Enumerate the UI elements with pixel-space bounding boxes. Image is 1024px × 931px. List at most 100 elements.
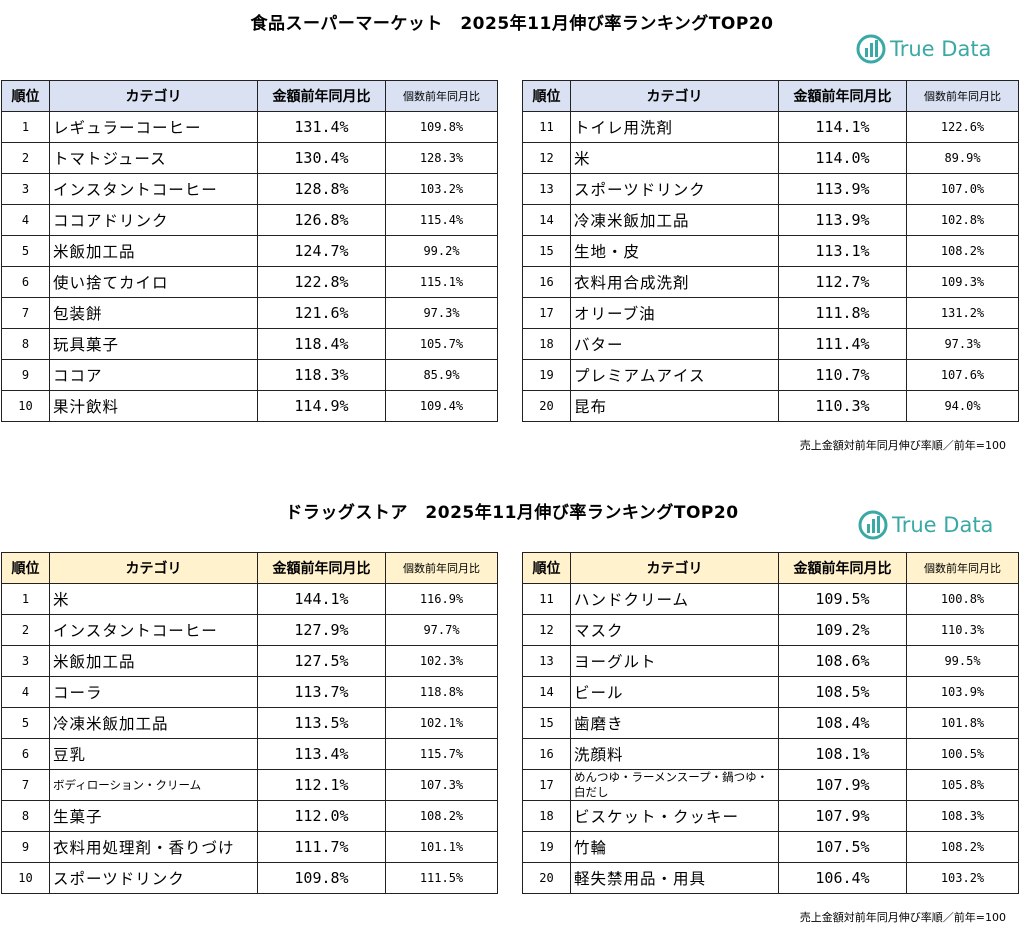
- category-cell: ココアドリンク: [49, 204, 258, 236]
- rank-cell: 12: [522, 142, 571, 174]
- table-row: 8 玩具菓子 118.4% 105.7%: [1, 328, 498, 360]
- table-row: 11 トイレ用洗剤 114.1% 122.6%: [522, 111, 1019, 143]
- count-cell: 99.5%: [906, 645, 1019, 677]
- table-row: 3 インスタントコーヒー 128.8% 103.2%: [1, 173, 498, 205]
- supermarket-note: 売上金額対前年同月伸び率順／前年=100: [799, 439, 1006, 452]
- amount-cell: 107.5%: [778, 831, 907, 863]
- table-row: 9 ココア 118.3% 85.9%: [1, 359, 498, 391]
- drugstore-note: 売上金額対前年同月伸び率順／前年=100: [799, 911, 1006, 924]
- amount-cell: 106.4%: [778, 862, 907, 894]
- category-cell: プレミアムアイス: [570, 359, 779, 391]
- count-cell: 118.8%: [385, 676, 498, 708]
- category-cell: 米: [570, 142, 779, 174]
- table-row: 13 スポーツドリンク 113.9% 107.0%: [522, 173, 1019, 205]
- drugstore-title: ドラッグストア 2025年11月伸び率ランキングTOP20: [285, 503, 739, 523]
- amount-cell: 112.0%: [257, 800, 386, 832]
- amount-cell: 113.4%: [257, 738, 386, 770]
- rank-cell: 1: [1, 111, 50, 143]
- rank-cell: 8: [1, 800, 50, 832]
- category-cell: ビール: [570, 676, 779, 708]
- amount-cell: 114.9%: [257, 390, 386, 422]
- rank-cell: 10: [1, 862, 50, 894]
- category-cell: トイレ用洗剤: [570, 111, 779, 143]
- table-row: 18 バター 111.4% 97.3%: [522, 328, 1019, 360]
- category-cell: 竹輪: [570, 831, 779, 863]
- rank-cell: 7: [1, 769, 50, 801]
- amount-cell: 112.1%: [257, 769, 386, 801]
- count-cell: 108.2%: [906, 235, 1019, 267]
- category-cell: コーラ: [49, 676, 258, 708]
- rank-cell: 15: [522, 707, 571, 739]
- rank-cell: 13: [522, 645, 571, 677]
- amount-cell: 109.5%: [778, 583, 907, 615]
- amount-cell: 111.4%: [778, 328, 907, 360]
- amount-cell: 113.7%: [257, 676, 386, 708]
- table-row: 3 米飯加工品 127.5% 102.3%: [1, 645, 498, 677]
- table-row: 4 コーラ 113.7% 118.8%: [1, 676, 498, 708]
- count-cell: 115.7%: [385, 738, 498, 770]
- count-cell: 108.3%: [906, 800, 1019, 832]
- count-cell: 115.1%: [385, 266, 498, 298]
- table-row: 4 ココアドリンク 126.8% 115.4%: [1, 204, 498, 236]
- category-cell: ココア: [49, 359, 258, 391]
- category-cell: 生菓子: [49, 800, 258, 832]
- table-row: 20 軽失禁用品・用具 106.4% 103.2%: [522, 862, 1019, 894]
- category-cell: 洗顔料: [570, 738, 779, 770]
- amount-cell: 126.8%: [257, 204, 386, 236]
- amount-cell: 110.7%: [778, 359, 907, 391]
- table-row: 6 豆乳 113.4% 115.7%: [1, 738, 498, 770]
- count-cell: 102.8%: [906, 204, 1019, 236]
- header-category: カテゴリ: [570, 80, 779, 112]
- amount-cell: 111.7%: [257, 831, 386, 863]
- count-cell: 128.3%: [385, 142, 498, 174]
- header-rank: 順位: [1, 552, 50, 584]
- category-cell: レギュラーコーヒー: [49, 111, 258, 143]
- rank-cell: 11: [522, 111, 571, 143]
- category-cell: ヨーグルト: [570, 645, 779, 677]
- count-cell: 109.4%: [385, 390, 498, 422]
- table-row: 8 生菓子 112.0% 108.2%: [1, 800, 498, 832]
- count-cell: 109.3%: [906, 266, 1019, 298]
- amount-cell: 109.2%: [778, 614, 907, 646]
- table-row: 19 プレミアムアイス 110.7% 107.6%: [522, 359, 1019, 391]
- header-category: カテゴリ: [570, 552, 779, 584]
- amount-cell: 130.4%: [257, 142, 386, 174]
- rank-cell: 16: [522, 738, 571, 770]
- count-cell: 107.3%: [385, 769, 498, 801]
- rank-cell: 2: [1, 142, 50, 174]
- supermarket-table-right: 順位 カテゴリ 金額前年同月比 個数前年同月比 11 トイレ用洗剤 114.1% 12…: [522, 80, 1019, 422]
- amount-cell: 108.4%: [778, 707, 907, 739]
- count-cell: 115.4%: [385, 204, 498, 236]
- count-cell: 101.8%: [906, 707, 1019, 739]
- amount-cell: 144.1%: [257, 583, 386, 615]
- table-row: 16 洗顔料 108.1% 100.5%: [522, 738, 1019, 770]
- rank-cell: 19: [522, 831, 571, 863]
- category-cell: 冷凍米飯加工品: [49, 707, 258, 739]
- count-cell: 103.2%: [385, 173, 498, 205]
- category-cell: スポーツドリンク: [570, 173, 779, 205]
- rank-cell: 5: [1, 235, 50, 267]
- category-cell: 米飯加工品: [49, 235, 258, 267]
- category-cell: 衣料用合成洗剤: [570, 266, 779, 298]
- rank-cell: 6: [1, 738, 50, 770]
- count-cell: 102.3%: [385, 645, 498, 677]
- table-row: 10 スポーツドリンク 109.8% 111.5%: [1, 862, 498, 894]
- table-row: 5 米飯加工品 124.7% 99.2%: [1, 235, 498, 267]
- logo-text: True Data: [890, 37, 992, 61]
- rank-cell: 4: [1, 204, 50, 236]
- count-cell: 99.2%: [385, 235, 498, 267]
- rank-cell: 2: [1, 614, 50, 646]
- count-cell: 105.8%: [906, 769, 1019, 801]
- table-row: 9 衣料用処理剤・香りづけ 111.7% 101.1%: [1, 831, 498, 863]
- category-cell: 豆乳: [49, 738, 258, 770]
- count-cell: 97.3%: [906, 328, 1019, 360]
- header-count: 個数前年同月比: [385, 552, 498, 584]
- amount-cell: 114.1%: [778, 111, 907, 143]
- count-cell: 97.3%: [385, 297, 498, 329]
- amount-cell: 113.9%: [778, 204, 907, 236]
- category-cell: 軽失禁用品・用具: [570, 862, 779, 894]
- category-cell: トマトジュース: [49, 142, 258, 174]
- table-row: 7 包装餅 121.6% 97.3%: [1, 297, 498, 329]
- category-cell: 米飯加工品: [49, 645, 258, 677]
- category-cell: 歯磨き: [570, 707, 779, 739]
